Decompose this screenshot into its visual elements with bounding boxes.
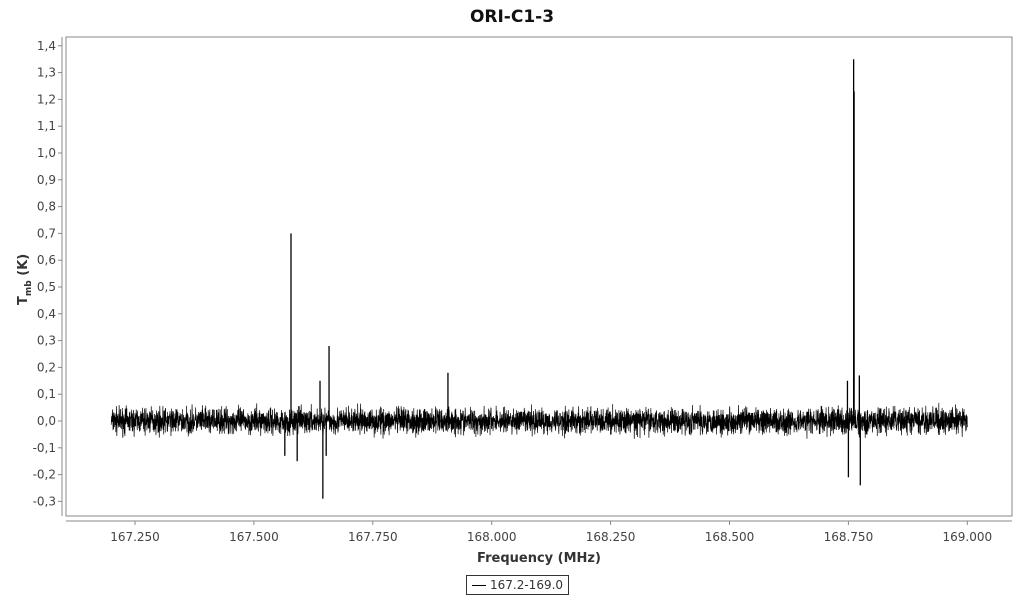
y-tick-label: 0,7 [37, 226, 56, 240]
x-tick-label: 168.500 [705, 530, 755, 544]
y-tick-label: 0,5 [37, 280, 56, 294]
y-tick-label: 0,4 [37, 307, 56, 321]
y-tick-label: 0,6 [37, 253, 56, 267]
legend-label: 167.2-169.0 [490, 578, 564, 592]
legend[interactable]: 167.2-169.0 [466, 575, 570, 595]
x-tick-label: 168.750 [824, 530, 874, 544]
x-tick-label: 169.000 [942, 530, 992, 544]
y-tick-label: 0,2 [37, 360, 56, 374]
y-tick-label: 0,9 [37, 173, 56, 187]
y-tick-label: -0,2 [33, 468, 56, 482]
x-tick-label: 167.500 [229, 530, 279, 544]
y-tick-label: 0,3 [37, 334, 56, 348]
y-tick-label: 0,0 [37, 414, 56, 428]
x-tick-label: 168.000 [467, 530, 517, 544]
y-axis-label: Tmb (K) [16, 254, 34, 305]
y-tick-label: 1,1 [37, 119, 56, 133]
y-tick-label: 0,1 [37, 387, 56, 401]
legend-swatch [472, 584, 486, 586]
x-tick-label: 168.250 [586, 530, 636, 544]
spectrum-line [110, 402, 968, 439]
x-tick-label: 167.750 [348, 530, 398, 544]
y-tick-label: -0,3 [33, 494, 56, 508]
y-tick-label: 1,3 [37, 66, 56, 80]
y-tick-label: 1,0 [37, 146, 56, 160]
y-tick-label: -0,1 [33, 441, 56, 455]
plot-area [65, 36, 1013, 517]
y-tick-label: 1,4 [37, 39, 56, 53]
x-axis-label: Frequency (MHz) [477, 551, 601, 566]
y-tick-label: 0,8 [37, 200, 56, 214]
x-tick-label: 167.250 [110, 530, 160, 544]
y-tick-label: 1,2 [37, 92, 56, 106]
chart-title: ORI-C1-3 [470, 7, 554, 27]
